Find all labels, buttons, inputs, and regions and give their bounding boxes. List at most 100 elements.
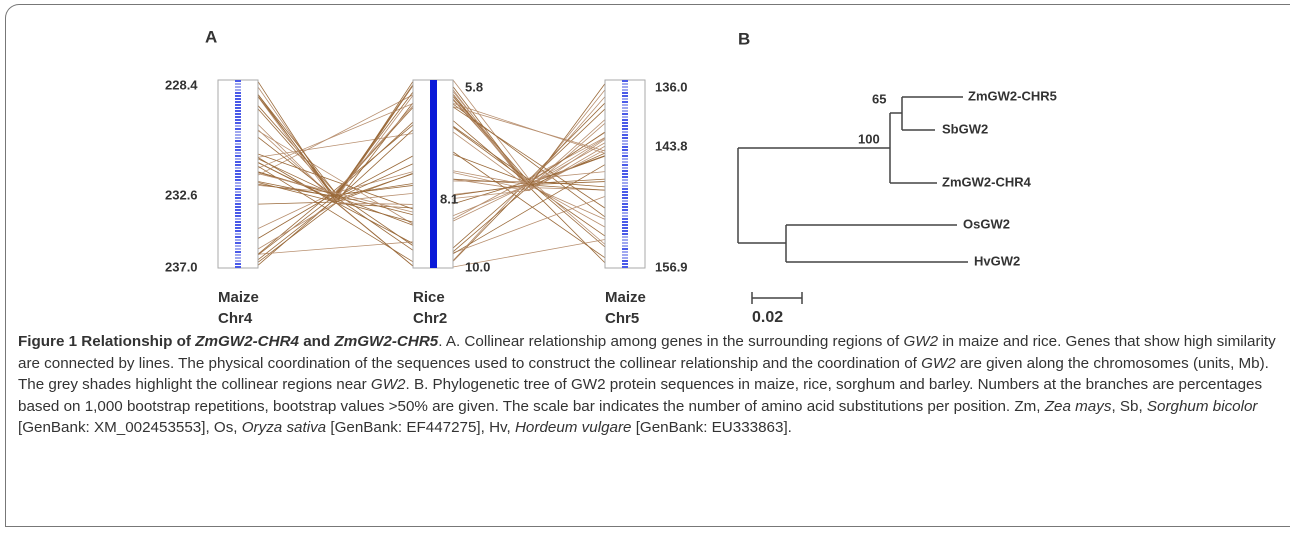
chromosome-band [622, 149, 628, 151]
chromosome-band [235, 206, 241, 208]
chromosome-band [235, 161, 241, 163]
link [257, 182, 414, 267]
chromosome-band [622, 218, 628, 220]
chromosome-band [622, 143, 628, 145]
chromosome-band [622, 266, 628, 268]
chromosome-band [622, 122, 628, 124]
link [257, 181, 414, 251]
link [257, 202, 414, 250]
chromosome-band [622, 212, 628, 214]
caption-run: ZmGW2-CHR5 [334, 333, 439, 350]
chromosome-band [235, 113, 241, 115]
chromosome-band [235, 200, 241, 202]
caption-run: Zea mays [1044, 397, 1112, 415]
link [257, 84, 414, 197]
caption-run: GW2 [921, 354, 956, 372]
caption-run: ZmGW2-CHR4 [195, 333, 299, 350]
chromosome-band [622, 173, 628, 175]
chromosome-band [235, 167, 241, 169]
link [257, 153, 414, 210]
chromosome-band [622, 245, 628, 247]
link [452, 102, 606, 181]
chromosome-band [622, 146, 628, 148]
chromosome-band [622, 164, 628, 166]
chromosome-band [235, 239, 241, 241]
chromosome-band [622, 224, 628, 226]
chromosome-band [622, 182, 628, 184]
caption-run: and [299, 333, 335, 350]
chromosome-band [235, 164, 241, 166]
chromosome-band [235, 128, 241, 130]
coordinate-label: 136.0 [655, 79, 688, 94]
chromosome-band [622, 203, 628, 205]
chromosome-band [622, 227, 628, 229]
chromosome-band [235, 197, 241, 199]
caption-run: GW2 [903, 333, 939, 350]
link [452, 86, 606, 188]
link [452, 137, 606, 220]
chromosome-band [235, 92, 241, 94]
leaf-label: ZmGW2-CHR4 [942, 174, 1032, 189]
chromosome-band [235, 254, 241, 256]
link [452, 99, 606, 185]
chromosome-band [622, 101, 628, 103]
chromosome-band [235, 170, 241, 172]
chromosome-band [235, 125, 241, 127]
chromosome-band [622, 251, 628, 253]
link [257, 194, 414, 256]
chromosome-band [235, 140, 241, 142]
caption-run: GW2 [370, 376, 406, 393]
chromosome-band [235, 215, 241, 217]
link [257, 91, 414, 196]
chromosome-band [622, 179, 628, 181]
chromosome-band [622, 134, 628, 136]
chromosome-band [622, 257, 628, 259]
caption-run: . B. Phylogenetic tree of GW2 protein se… [18, 376, 1263, 415]
chromosome-band [622, 248, 628, 250]
chromosome-band [235, 80, 241, 82]
chromosome-band [622, 155, 628, 157]
chromosome-band [235, 137, 241, 139]
coordinate-label: 10.0 [465, 259, 490, 274]
chromosome-band [622, 89, 628, 91]
link [257, 133, 414, 158]
chromosome-band [235, 173, 241, 175]
link [257, 124, 414, 255]
chromosome-band [622, 236, 628, 238]
chromosome-band [622, 116, 628, 118]
chromosome-band [622, 131, 628, 133]
chromosome-band [235, 146, 241, 148]
chromosome-band [622, 197, 628, 199]
link [452, 96, 606, 185]
caption-run: [GenBank: XM_002453553], Os, [18, 419, 242, 436]
chromosome-band [622, 191, 628, 193]
chromosome-band [235, 191, 241, 193]
chromosome-band [235, 89, 241, 91]
chromosome-band [235, 242, 241, 244]
link [452, 153, 606, 237]
chromosome-band [235, 212, 241, 214]
link [257, 105, 414, 229]
link [257, 129, 414, 202]
chromosome-band [622, 167, 628, 169]
link [257, 81, 414, 223]
chromosome-band [235, 185, 241, 187]
coordinate-label: 232.6 [165, 187, 198, 202]
link [257, 86, 414, 200]
caption-run: . A. Collinear relationship among genes … [438, 333, 904, 350]
link [257, 165, 414, 263]
link [257, 84, 414, 202]
chromosome-band [235, 230, 241, 232]
chromosome-band [235, 221, 241, 223]
chromosome-band [235, 155, 241, 157]
link [452, 106, 606, 152]
chromosome-band [235, 188, 241, 190]
rule [5, 526, 1290, 527]
chromosome-band [622, 209, 628, 211]
chromosome-band [235, 110, 241, 112]
panel-label: B [738, 29, 750, 48]
chromosome-band [235, 176, 241, 178]
chromosome-band [235, 218, 241, 220]
chromosome-band [622, 221, 628, 223]
